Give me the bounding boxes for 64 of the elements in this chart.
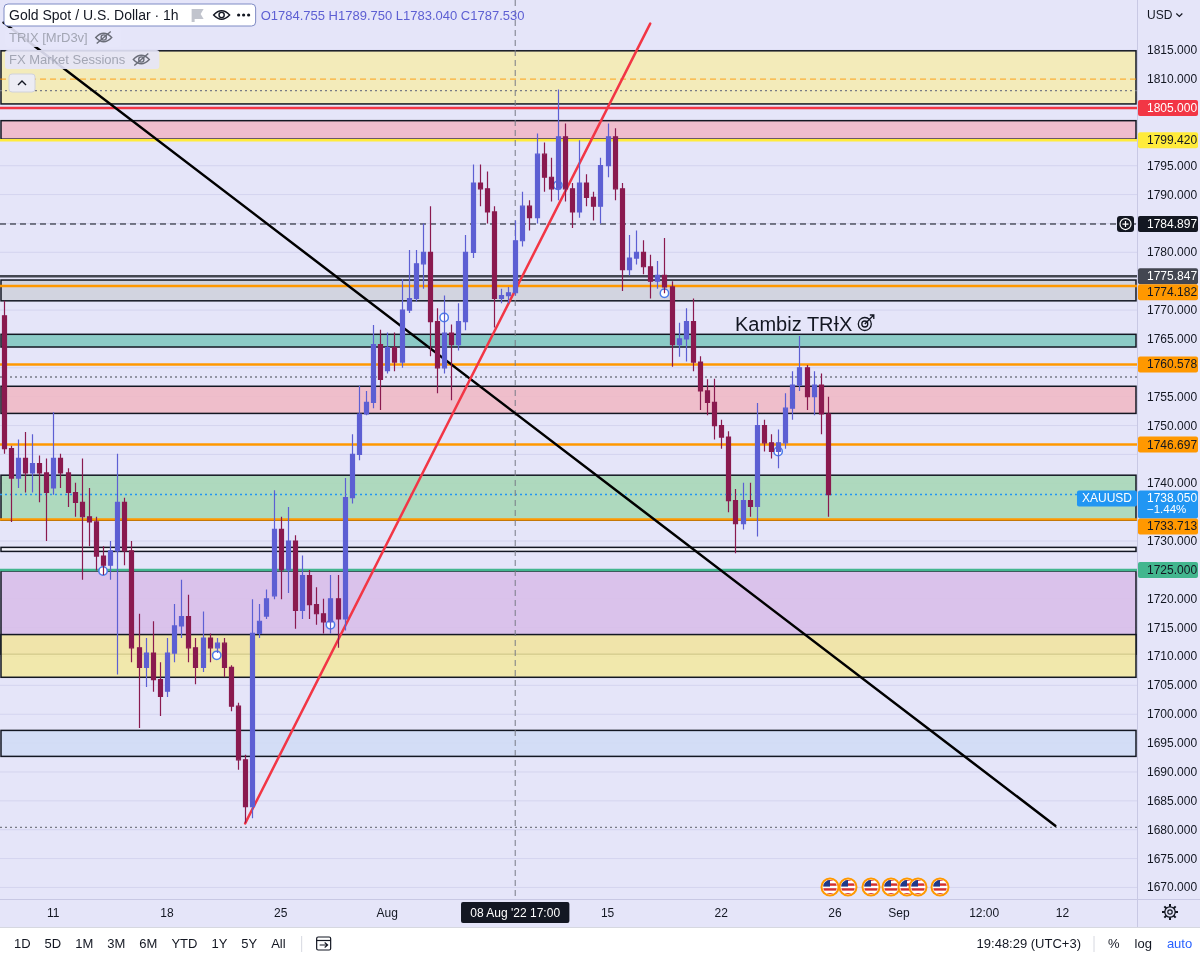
ref-line-label: 1725.000 [1147,562,1198,577]
ref-line-label: 1733.713 [1147,519,1198,534]
y-tick-label: 1680.000 [1147,822,1198,837]
text: 1D [14,936,31,951]
y-tick-label: 1750.000 [1147,418,1198,433]
x-tick-label: 18 [160,906,174,920]
y-tick-label: 1715.000 [1147,620,1198,635]
x-tick-label: 12 [1055,906,1070,920]
ref-line-label: 1774.182 [1147,285,1198,300]
text: 6M [139,936,158,951]
text: % [1108,936,1120,951]
y-tick-label: 1695.000 [1147,736,1198,751]
x-tick-label: 11 [47,906,60,920]
ref-line-label: 1784.897 [1147,217,1198,232]
text: log [1134,936,1152,951]
y-tick-label: 1815.000 [1147,43,1198,58]
x-tick-label: Sep [888,906,910,920]
annotation: XAUUSD [1081,491,1133,506]
annotation: Kambiz TRƗX [735,313,853,335]
text: 3M [107,936,126,951]
y-tick-label: 1710.000 [1147,649,1198,664]
x-tick-label: 22 [714,906,729,920]
text: Gold Spot / U.S. Dollar · 1h [9,7,179,23]
text: −1.44% [1147,503,1187,516]
y-tick-label: 1770.000 [1147,303,1198,318]
x-tick-label: Aug [376,906,398,920]
annotation: FX Market Sessions [9,52,126,67]
text: All [271,936,286,951]
y-tick-label: 1690.000 [1147,764,1198,779]
text: O1784.755 H1789.750 L1783.040 C1787.530 [260,8,525,23]
y-tick-label: 1720.000 [1147,591,1198,606]
x-tick-label: 12:00 [969,906,1000,920]
y-tick-label: 1675.000 [1147,851,1198,866]
y-tick-label: 1730.000 [1147,534,1198,549]
ref-line-label: 1760.578 [1147,357,1198,372]
y-tick-label: 1790.000 [1147,187,1198,202]
y-tick-label: 1780.000 [1147,245,1198,260]
text: auto [1166,936,1193,951]
y-tick-label: 1740.000 [1147,476,1198,491]
y-tick-label: 1755.000 [1147,389,1198,404]
x-tick-label: 25 [274,906,288,920]
annotation: TRIX [MrD3v] [9,30,88,45]
text: 5Y [241,936,258,951]
text: 1Y [211,936,228,951]
x-tick-label: 26 [828,906,842,920]
y-tick-label: 1705.000 [1147,678,1198,693]
ref-line-label: 1738.050 [1147,491,1198,506]
ref-line-label: 1805.000 [1147,100,1198,115]
y-axis-title: USD [1147,8,1173,22]
ref-line-label: 1746.697 [1147,437,1198,452]
y-tick-label: 1670.000 [1147,880,1198,895]
y-tick-label: 1685.000 [1147,793,1198,808]
y-tick-label: 1810.000 [1147,72,1198,87]
x-tick-label: 15 [600,906,615,920]
x-tick-label: 08 Aug '22 17:00 [470,906,561,920]
ref-line-label: 1775.847 [1147,269,1198,284]
text: 1M [75,936,94,951]
text: 19:48:29 (UTC+3) [976,936,1081,951]
y-tick-label: 1765.000 [1147,331,1198,346]
y-tick-label: 1795.000 [1147,158,1198,173]
text: YTD [171,936,198,951]
y-tick-label: 1700.000 [1147,707,1198,722]
ref-line-label: 1799.420 [1147,133,1198,148]
text: 5D [44,936,62,951]
